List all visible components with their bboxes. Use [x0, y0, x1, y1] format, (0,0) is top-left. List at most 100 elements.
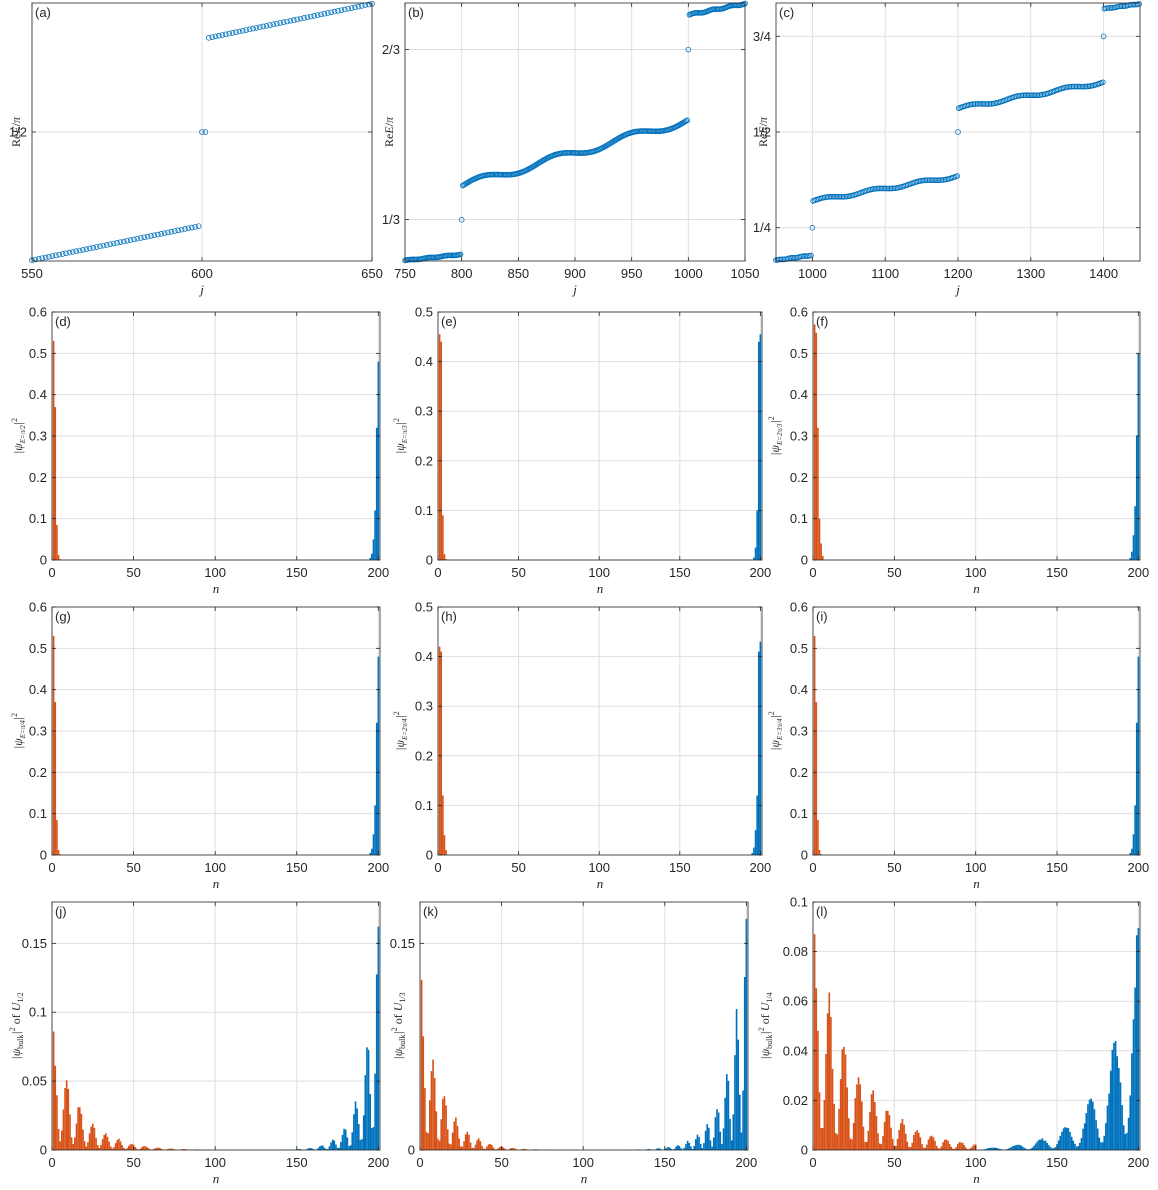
- data-point: [335, 8, 341, 14]
- bar: [696, 1134, 699, 1150]
- x-tick-label: 200: [368, 860, 390, 875]
- bar: [1072, 1140, 1075, 1150]
- bar: [463, 1141, 465, 1150]
- data-point: [229, 30, 236, 36]
- x-tick-label: 900: [564, 266, 586, 281]
- bar: [299, 1149, 301, 1150]
- bar: [525, 1149, 527, 1150]
- bar: [734, 1055, 736, 1150]
- bar: [74, 1137, 76, 1150]
- data-point: [124, 237, 130, 244]
- bar: [929, 1136, 931, 1150]
- bar: [937, 1148, 940, 1150]
- bar: [173, 1149, 176, 1150]
- bar: [1010, 1147, 1013, 1150]
- x-tick-label: 200: [368, 1155, 390, 1170]
- bar: [1035, 1143, 1037, 1150]
- bar: [91, 1123, 94, 1150]
- x-tick-label: 800: [451, 266, 473, 281]
- bar: [730, 1140, 733, 1150]
- bar: [356, 1108, 358, 1150]
- bar: [333, 1140, 336, 1150]
- data-point: [365, 1, 372, 8]
- bar: [75, 1123, 78, 1150]
- bar: [57, 850, 60, 855]
- data-point: [155, 231, 161, 238]
- bar: [1088, 1099, 1091, 1150]
- bar: [64, 1087, 66, 1150]
- data-point: [168, 228, 175, 235]
- panel-label: (c): [779, 5, 794, 20]
- y-tick-label: 0.1: [29, 511, 47, 526]
- bar: [52, 1031, 55, 1150]
- x-axis-label: j: [198, 282, 204, 297]
- bar: [939, 1148, 941, 1150]
- data-point: [314, 12, 321, 18]
- bar: [1111, 1049, 1114, 1150]
- bar: [371, 848, 373, 855]
- bar: [1132, 1019, 1135, 1150]
- bar: [1098, 1137, 1101, 1150]
- bar: [722, 1128, 725, 1150]
- bar: [459, 1146, 462, 1150]
- y-tick-label: 0: [801, 553, 808, 568]
- y-tick-label: 0: [426, 553, 433, 568]
- bar: [1135, 722, 1138, 855]
- bar: [330, 1142, 332, 1150]
- y-tick-label: 0.15: [22, 936, 47, 951]
- data-point: [955, 129, 961, 135]
- bar: [1017, 1144, 1019, 1150]
- bar: [521, 1148, 524, 1150]
- bar: [1030, 1148, 1032, 1150]
- bar: [841, 1049, 844, 1150]
- y-tick-label: 0.3: [29, 724, 47, 739]
- bar: [704, 1130, 707, 1150]
- bar: [371, 1128, 373, 1150]
- bar: [859, 1084, 861, 1150]
- data-point: [250, 25, 256, 32]
- data-point: [175, 227, 182, 234]
- bar: [956, 1144, 959, 1150]
- data-point: [318, 11, 324, 18]
- bar: [126, 1148, 128, 1150]
- bar: [83, 1141, 86, 1150]
- x-tick-label: 0: [48, 565, 55, 580]
- bar: [1041, 1138, 1044, 1150]
- x-tick-label: 550: [21, 266, 43, 281]
- data-point: [243, 27, 250, 33]
- y-tick-label: 0.1: [790, 895, 808, 910]
- bar: [817, 427, 819, 560]
- bar: [1137, 928, 1140, 1150]
- bar: [677, 1145, 679, 1150]
- bar: [1093, 1109, 1096, 1150]
- bar: [887, 1110, 889, 1150]
- bar: [183, 1149, 185, 1150]
- x-tick-label: 100: [204, 1155, 226, 1170]
- data-point: [321, 10, 328, 17]
- bar: [487, 1144, 490, 1150]
- panel-label: (i): [816, 609, 828, 624]
- bar: [649, 1149, 651, 1150]
- bar: [685, 1143, 687, 1150]
- bar: [657, 1148, 660, 1150]
- data-point: [52, 252, 59, 259]
- bar: [109, 1146, 112, 1150]
- bar: [914, 1131, 917, 1150]
- y-axis-label: ReE/π: [382, 116, 396, 147]
- bar: [122, 1147, 125, 1150]
- y-tick-label: 1/2: [9, 125, 27, 140]
- bar: [1126, 1132, 1128, 1150]
- bar: [435, 1111, 438, 1150]
- x-tick-label: 0: [809, 860, 816, 875]
- data-point: [117, 239, 124, 245]
- y-tick-label: 0.1: [790, 806, 808, 821]
- x-axis-label: n: [213, 581, 220, 596]
- data-point: [307, 13, 314, 20]
- y-tick-label: 0: [801, 1143, 808, 1158]
- bar: [708, 1127, 710, 1150]
- data-point: [90, 244, 96, 251]
- data-point: [97, 243, 103, 250]
- bar: [361, 1139, 363, 1150]
- x-tick-label: 100: [965, 1155, 987, 1170]
- data-point: [1119, 3, 1125, 10]
